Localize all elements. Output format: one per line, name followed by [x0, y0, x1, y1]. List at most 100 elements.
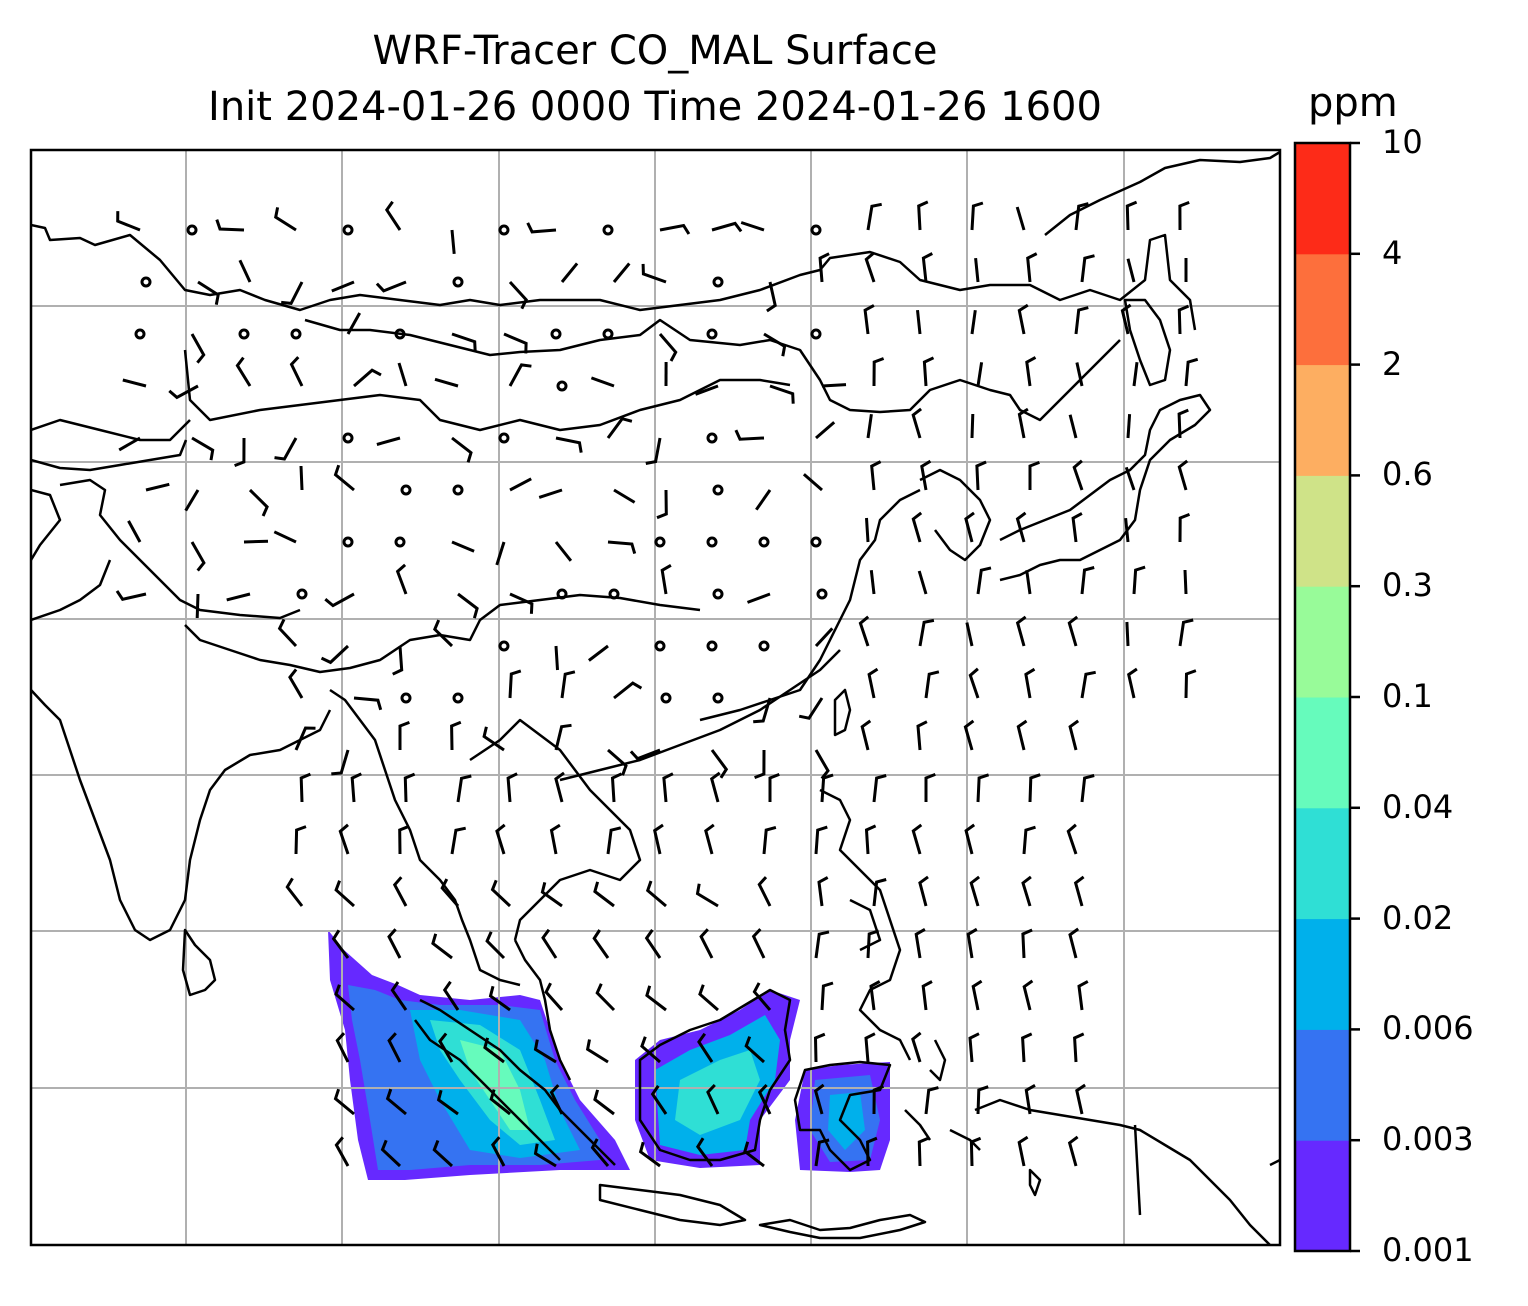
wind-barb — [1124, 466, 1136, 491]
calm-circle — [342, 536, 354, 548]
wind-barb — [820, 773, 834, 803]
wind-barb — [190, 541, 206, 572]
wind-barb — [762, 825, 777, 855]
wind-barb — [911, 511, 923, 543]
wind-barb — [554, 541, 573, 562]
wind-barb — [1080, 566, 1095, 595]
wind-barb — [503, 332, 528, 354]
wind-barb — [645, 437, 662, 465]
wind-barb — [299, 465, 304, 491]
wind-barb — [191, 436, 215, 461]
calm-circle — [550, 328, 562, 340]
wind-barb — [869, 980, 881, 1011]
wind-barb — [1015, 615, 1027, 647]
wind-barb — [869, 570, 876, 595]
wind-barb — [593, 1089, 615, 1116]
colorbar-tick-label: 0.02 — [1382, 898, 1454, 937]
wind-barb — [432, 1139, 454, 1168]
wind-barb — [387, 1032, 402, 1063]
wind-barb — [116, 211, 141, 232]
wind-barb — [662, 772, 674, 803]
wind-barb — [921, 252, 933, 283]
wind-barb — [966, 927, 978, 959]
wind-barb — [802, 473, 823, 492]
coast-lesser-sunda — [758, 1213, 927, 1240]
wind-barb — [555, 436, 583, 453]
wind-barb — [1017, 1135, 1029, 1167]
colorbar-swatch — [1295, 1140, 1350, 1252]
wind-barb — [390, 981, 408, 1011]
wind-barb — [195, 593, 200, 619]
wind-barb — [757, 876, 772, 907]
wind-barb — [184, 489, 200, 512]
wind-barb — [917, 570, 928, 595]
calm-circle — [342, 224, 354, 236]
wind-barb — [1067, 615, 1079, 647]
wind-barb — [353, 368, 382, 388]
wind-barb — [509, 592, 534, 614]
tracer-region-sumatra-peak — [460, 1040, 530, 1130]
calm-circle — [810, 536, 822, 548]
coast-south-china — [699, 488, 921, 722]
wind-barb — [384, 200, 402, 231]
wind-barb — [924, 670, 940, 699]
wind-barb — [436, 1089, 459, 1116]
wind-barb — [640, 1036, 661, 1064]
wind-barb — [451, 436, 473, 463]
wind-barb — [964, 511, 975, 543]
wind-barb — [1178, 513, 1191, 543]
wind-barb — [433, 619, 454, 648]
wind-barb — [970, 309, 977, 335]
wind-barb — [1080, 774, 1095, 803]
calm-circle — [608, 588, 620, 600]
wind-barb — [740, 221, 765, 232]
wind-barb — [920, 459, 932, 491]
wind-barb — [1025, 569, 1032, 595]
wind-barb — [1028, 773, 1041, 803]
wind-barb — [1025, 356, 1037, 387]
coast-malay-peninsula — [513, 939, 572, 1081]
wind-barb — [554, 723, 572, 751]
wind-barb — [798, 697, 824, 720]
wind-barb — [115, 590, 147, 601]
wind-barb — [1075, 362, 1084, 387]
wind-barb — [706, 1083, 720, 1115]
wind-barb — [872, 1085, 885, 1115]
wind-barb — [607, 748, 628, 776]
wind-barb — [509, 477, 532, 492]
calm-circle — [452, 484, 464, 496]
wind-barb — [485, 931, 506, 960]
wind-barb — [442, 980, 460, 1011]
calm-circle — [706, 328, 718, 340]
wind-barb — [375, 280, 407, 293]
wind-barb — [338, 823, 350, 855]
wind-barb — [226, 592, 251, 602]
wind-barb — [866, 1136, 878, 1167]
wind-barb — [641, 263, 667, 284]
wind-barb — [629, 748, 661, 761]
wind-barb — [1024, 1083, 1036, 1115]
wind-barb — [331, 929, 350, 959]
wind-barb — [607, 540, 637, 555]
wind-barb — [1132, 362, 1139, 387]
wind-barb — [818, 252, 830, 283]
wind-barb — [1075, 1083, 1086, 1115]
wind-barb — [440, 878, 460, 907]
wind-barb — [924, 1086, 939, 1115]
wind-barb — [695, 883, 719, 908]
wind-barb — [864, 824, 877, 855]
wind-barb — [965, 622, 974, 647]
wind-barb — [1126, 258, 1136, 283]
wind-barb — [645, 985, 667, 1012]
wind-barb — [450, 229, 456, 255]
colorbar-tick-label: 0.3 — [1382, 566, 1433, 605]
wind-barb — [495, 541, 506, 566]
wind-barb — [653, 823, 664, 855]
colorbar-swatches — [1295, 143, 1350, 1252]
wind-barb — [1124, 517, 1130, 543]
wind-barb — [1080, 670, 1096, 699]
wind-barb — [506, 772, 518, 803]
wind-barb — [1132, 565, 1146, 595]
wind-barb — [595, 983, 616, 1012]
map-title-line2: Init 2024-01-26 0000 Time 2024-01-26 160… — [208, 84, 1102, 130]
